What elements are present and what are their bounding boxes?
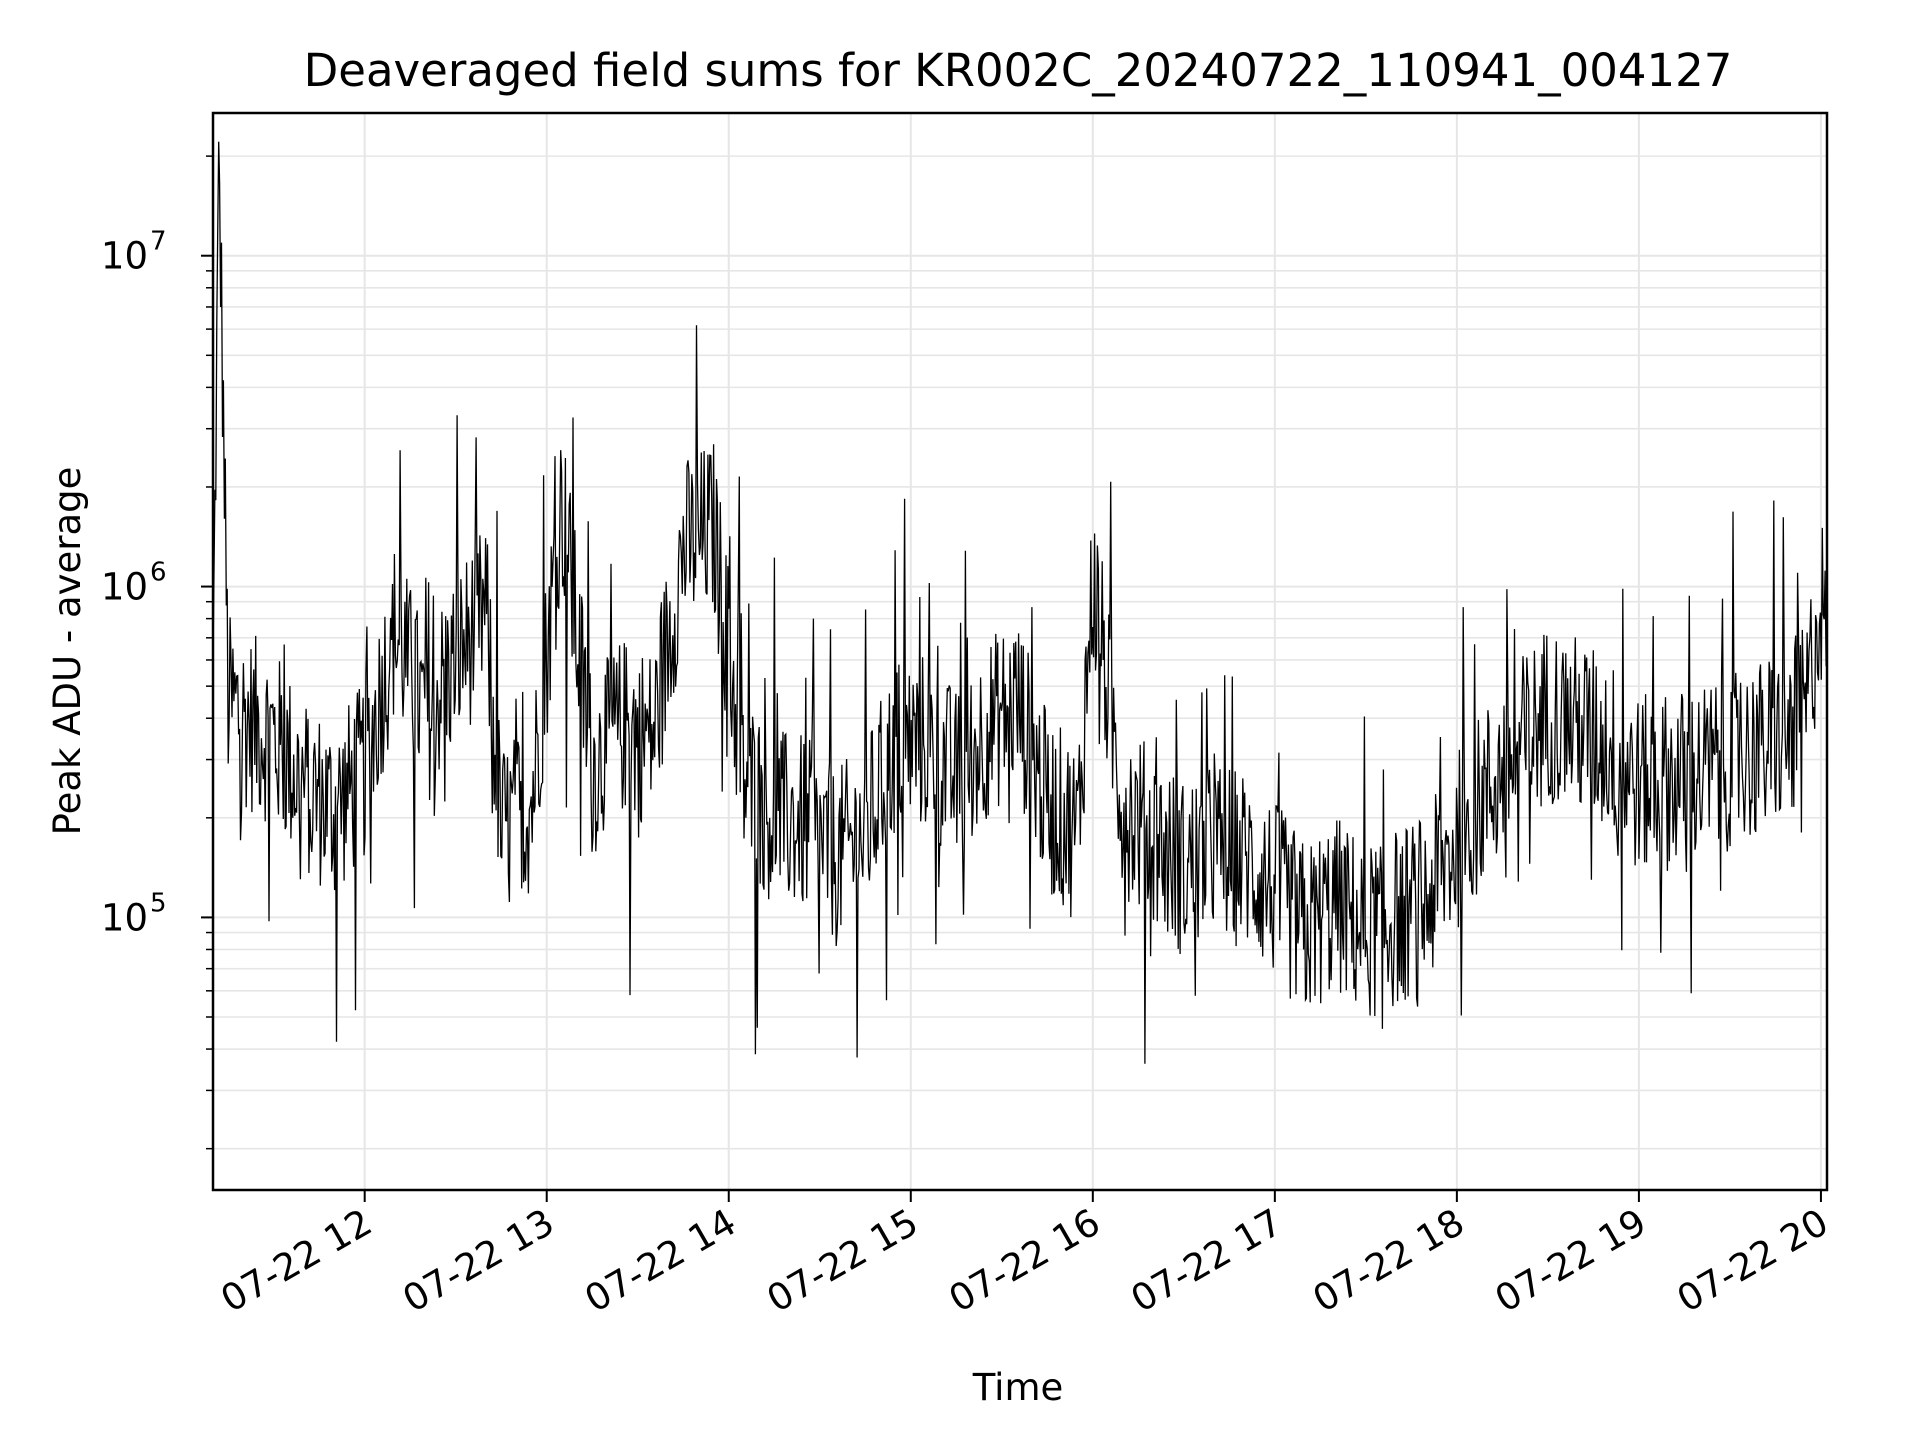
y-tick-exponent: 6 (150, 558, 167, 588)
grid (213, 113, 1827, 1190)
data-series (212, 141, 1828, 1064)
y-tick-exponent: 5 (150, 888, 167, 918)
chart-title: Deaveraged field sums for KR002C_2024072… (304, 44, 1733, 97)
x-tick-label: 07-22 18 (1306, 1201, 1472, 1321)
x-tick-label: 07-22 12 (214, 1201, 380, 1321)
plot-frame (211, 111, 1829, 1192)
y-tick-label: 10 (101, 566, 148, 609)
y-tick-label: 10 (101, 896, 148, 939)
x-tick-label: 07-22 13 (396, 1201, 562, 1321)
y-tick-exponent: 7 (150, 227, 167, 257)
x-axis-label: Time (972, 1366, 1064, 1409)
x-tick-label: 07-22 14 (578, 1201, 744, 1321)
y-tick-label: 10 (101, 235, 148, 278)
y-axis-label: Peak ADU - average (46, 467, 89, 836)
x-tick-label: 07-22 19 (1488, 1201, 1654, 1321)
x-axis: 07-22 12 07-22 13 07-22 14 07-22 15 07-22 16… (214, 1190, 1836, 1321)
x-tick-label: 07-22 16 (942, 1201, 1108, 1321)
x-tick-label: 07-22 20 (1670, 1201, 1836, 1321)
x-tick-label: 07-22 15 (760, 1201, 926, 1321)
x-tick-label: 07-22 17 (1124, 1201, 1290, 1321)
series-line (212, 141, 1828, 1064)
